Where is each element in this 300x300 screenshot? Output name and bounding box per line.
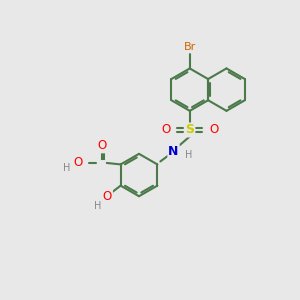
- Text: O: O: [209, 124, 218, 136]
- Text: H: H: [63, 163, 71, 173]
- Text: O: O: [97, 140, 106, 152]
- Text: S: S: [185, 124, 194, 136]
- Text: Br: Br: [184, 42, 196, 52]
- Text: N: N: [168, 145, 179, 158]
- Text: O: O: [103, 190, 112, 203]
- Text: H: H: [185, 150, 193, 160]
- Text: O: O: [73, 157, 83, 169]
- Text: H: H: [94, 201, 102, 211]
- Text: O: O: [161, 124, 170, 136]
